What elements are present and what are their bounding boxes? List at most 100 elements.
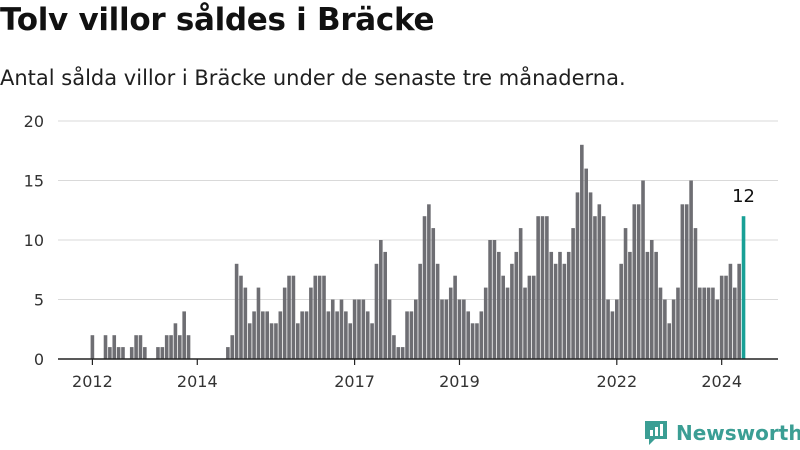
bar (239, 275, 243, 359)
bar (160, 347, 165, 359)
bar (566, 251, 571, 359)
bar (418, 263, 422, 359)
bar (475, 323, 479, 359)
bar (698, 287, 702, 359)
newsworthy-logo-icon (645, 421, 667, 445)
bar (654, 251, 658, 359)
bar (370, 323, 374, 359)
bar (615, 299, 619, 359)
bar (352, 299, 357, 359)
bar (470, 323, 475, 359)
bar (265, 311, 269, 359)
bar (230, 335, 235, 359)
bar (732, 287, 737, 359)
bar (497, 251, 501, 359)
bar (610, 311, 615, 359)
bar (676, 287, 680, 359)
bar (518, 228, 523, 359)
bar (304, 311, 309, 359)
bar (330, 299, 335, 359)
bar (649, 240, 654, 359)
highlight-value-label: 12 (732, 186, 755, 207)
x-tick-label: 2019 (439, 372, 480, 391)
bar (357, 299, 361, 359)
bar (702, 287, 706, 359)
bar (628, 251, 632, 359)
bar (383, 251, 387, 359)
bar (737, 263, 741, 359)
bar (479, 311, 484, 359)
bar (553, 263, 558, 359)
bar (527, 275, 532, 359)
bar (632, 204, 637, 359)
bar (129, 347, 134, 359)
bar (309, 287, 313, 359)
bar (422, 216, 427, 359)
bar (326, 311, 331, 359)
bar (645, 251, 650, 359)
bar (313, 275, 318, 359)
bar (379, 240, 383, 359)
bar (658, 287, 663, 359)
x-tick-label: 2014 (177, 372, 218, 391)
x-tick-label: 2024 (701, 372, 742, 391)
bar (322, 275, 326, 359)
bar (405, 311, 409, 359)
bar (348, 323, 353, 359)
bar (186, 335, 191, 359)
bar (392, 335, 396, 359)
bar (558, 251, 562, 359)
bar (488, 240, 492, 359)
bar (300, 311, 304, 359)
bar (562, 263, 567, 359)
bar (492, 240, 497, 359)
bar (724, 275, 728, 359)
bar (234, 263, 239, 359)
bar (693, 228, 698, 359)
bar (580, 144, 584, 359)
bar (466, 311, 471, 359)
newsworthy-logo: Newsworthy (643, 418, 800, 448)
bar (169, 335, 173, 359)
bar (440, 299, 444, 359)
bar (374, 263, 379, 359)
y-tick-label: 5 (34, 291, 44, 310)
bar (671, 299, 676, 359)
bar (256, 287, 261, 359)
bar (400, 347, 405, 359)
chart-title: Tolv villor såldes i Bräcke (0, 2, 435, 38)
bar (361, 299, 366, 359)
bar (274, 323, 278, 359)
bar (453, 275, 457, 359)
bar (103, 335, 108, 359)
bar (335, 311, 339, 359)
bar (282, 287, 287, 359)
bar (134, 335, 138, 359)
bar (431, 228, 436, 359)
bar (226, 347, 230, 359)
bar (715, 299, 720, 359)
bar (684, 204, 689, 359)
bar (606, 299, 610, 359)
bar-chart: 0 5 10 15 20 2012 2014 2017 2019 2022 2024 12 (24, 112, 778, 391)
bar (413, 299, 418, 359)
x-tick-label: 2012 (72, 372, 113, 391)
x-tick-label: 2017 (334, 372, 375, 391)
bar (138, 335, 143, 359)
bar (483, 287, 488, 359)
bar (719, 275, 724, 359)
bar (619, 263, 623, 359)
bar (457, 299, 462, 359)
x-tick-label: 2022 (596, 372, 637, 391)
y-tick-label: 10 (24, 231, 44, 250)
bar (339, 299, 344, 359)
bar (571, 228, 575, 359)
bar (448, 287, 453, 359)
bar (728, 263, 733, 359)
bar (540, 216, 545, 359)
bar (121, 347, 125, 359)
bar (108, 347, 112, 359)
bar (545, 216, 549, 359)
bar (706, 287, 711, 359)
bar (243, 287, 248, 359)
